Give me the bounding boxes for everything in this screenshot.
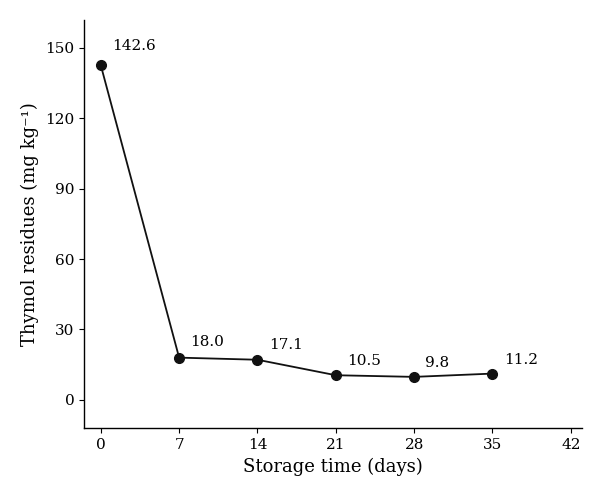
Y-axis label: Thymol residues (mg kg⁻¹): Thymol residues (mg kg⁻¹) [21, 102, 40, 346]
Text: 17.1: 17.1 [269, 338, 302, 351]
Text: 142.6: 142.6 [112, 39, 156, 54]
Text: 11.2: 11.2 [503, 353, 538, 367]
X-axis label: Storage time (days): Storage time (days) [243, 458, 423, 476]
Text: 18.0: 18.0 [190, 336, 224, 349]
Text: 10.5: 10.5 [347, 354, 381, 368]
Text: 9.8: 9.8 [425, 356, 449, 370]
